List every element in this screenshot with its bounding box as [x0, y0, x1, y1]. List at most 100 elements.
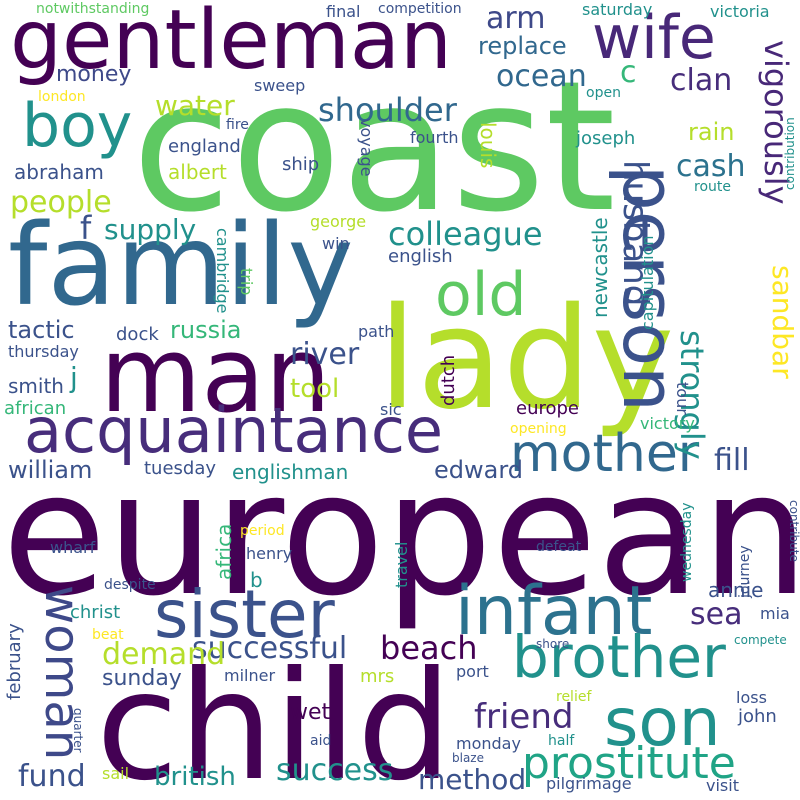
word-john: john — [738, 706, 777, 727]
word-gentleman: gentleman — [10, 0, 452, 88]
word-africa: africa — [212, 523, 236, 580]
word-acquaintance: acquaintance — [24, 394, 444, 467]
word-old: old — [435, 260, 527, 330]
word-final: final — [326, 2, 361, 21]
word-path: path — [358, 322, 395, 341]
word-milner: milner — [224, 666, 276, 685]
word-prostitute: prostitute — [522, 738, 736, 789]
word-trip: trip — [237, 268, 256, 296]
word-port: port — [456, 662, 489, 681]
word-thursday: thursday — [8, 342, 79, 361]
word-friend: friend — [474, 697, 574, 737]
word-money: money — [56, 62, 132, 87]
word-river: river — [290, 337, 360, 372]
word-period: period — [240, 523, 285, 539]
word-newcastle: newcastle — [588, 217, 612, 318]
word-sail: sail — [102, 764, 130, 783]
word-pilgrimage: pilgrimage — [546, 774, 632, 793]
word-victoria: victoria — [710, 2, 770, 21]
word-boy: boy — [22, 91, 133, 161]
word-people: people — [10, 185, 112, 220]
word-capitulation: capitulation — [638, 235, 657, 330]
word-englishman: englishman — [232, 460, 349, 484]
word-george: george — [310, 212, 367, 231]
word-wharf: wharf — [50, 538, 96, 557]
word-abraham: abraham — [14, 160, 104, 184]
word-sandbar: sandbar — [766, 265, 799, 379]
word-aid: aid — [310, 733, 332, 749]
word-beach: beach — [380, 629, 478, 667]
word-successful: successful — [192, 631, 348, 666]
word-despite: despite — [104, 577, 156, 593]
word-fourth: fourth — [410, 128, 459, 147]
word-travel: travel — [392, 541, 411, 588]
word-rain: rain — [688, 118, 735, 146]
word-relief: relief — [556, 689, 592, 705]
word-competition: competition — [378, 1, 462, 17]
word-sic: sic — [380, 400, 402, 419]
word-family: family — [8, 201, 354, 331]
word-success: success — [276, 753, 394, 788]
word-england: england — [168, 136, 241, 157]
word-shoulder: shoulder — [318, 91, 457, 129]
word-mrs: mrs — [360, 666, 395, 687]
word-sweep: sweep — [254, 76, 306, 95]
word-william: william — [8, 456, 93, 484]
word-smith: smith — [8, 374, 64, 398]
word-demand: demand — [102, 637, 226, 672]
word-february: february — [4, 623, 25, 700]
word-tour: tour — [673, 382, 692, 415]
word-wife: wife — [592, 3, 716, 73]
word-replace: replace — [478, 32, 567, 60]
word-colleague: colleague — [388, 215, 543, 253]
word-louis: louis — [476, 122, 500, 169]
word-coast: coast — [132, 43, 616, 252]
word-tuesday: tuesday — [144, 458, 217, 479]
word-english: english — [388, 246, 453, 267]
word-loss: loss — [736, 688, 767, 707]
word-c: c — [620, 55, 637, 90]
word-tool: tool — [290, 374, 340, 404]
word-victory: victory — [640, 414, 695, 433]
word-fill: fill — [714, 443, 750, 478]
word-joseph: joseph — [576, 128, 636, 149]
word-saturday: saturday — [582, 0, 653, 19]
word-beat: beat — [92, 627, 124, 643]
word-ship: ship — [282, 154, 320, 175]
word-compete: compete — [734, 633, 787, 647]
word-london: london — [38, 89, 86, 105]
word-man: man — [100, 314, 331, 436]
word-wednesday: wednesday — [679, 502, 695, 582]
word-cash: cash — [676, 149, 746, 184]
word-contribute: contribute — [787, 500, 800, 562]
word-wet: wet — [290, 700, 331, 725]
word-visit: visit — [706, 776, 739, 795]
word-mia: mia — [760, 604, 790, 623]
word-arm: arm — [486, 1, 546, 36]
word-brother: brother — [512, 623, 726, 691]
word-cambridge: cambridge — [213, 228, 232, 314]
word-henry: henry — [246, 544, 293, 563]
word-sea: sea — [690, 597, 743, 632]
word-contribution: contribution — [783, 117, 797, 190]
word-voyage: voyage — [357, 118, 376, 177]
word-christ: christ — [70, 602, 121, 623]
word-win: win — [322, 234, 350, 253]
word-fund: fund — [18, 759, 86, 794]
word-sunday: sunday — [102, 666, 182, 691]
word-notwithstanding: notwithstanding — [36, 1, 150, 17]
word-dutch: dutch — [438, 354, 459, 406]
word-supply: supply — [104, 213, 197, 246]
word-half: half — [548, 733, 575, 749]
word-british: british — [154, 762, 236, 792]
word-route: route — [694, 179, 731, 195]
word-lady: lady — [378, 278, 675, 441]
word-infant: infant — [455, 572, 653, 651]
word-albert: albert — [168, 160, 227, 184]
word-j: j — [70, 361, 78, 394]
word-sister: sister — [154, 576, 335, 653]
word-annie: annie — [708, 578, 764, 602]
word-b: b — [250, 568, 263, 592]
word-opening: opening — [510, 421, 567, 437]
